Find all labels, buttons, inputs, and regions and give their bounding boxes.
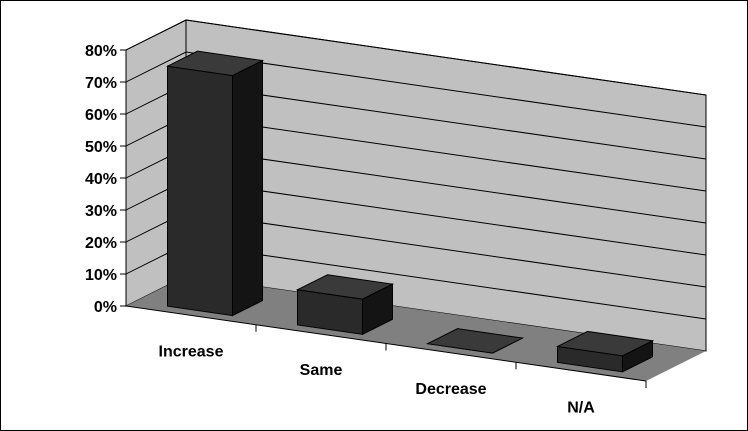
y-tick-label: 80% (85, 43, 117, 60)
y-tick-label: 50% (85, 139, 117, 156)
axes (120, 49, 647, 388)
category-label: Decrease (415, 381, 486, 398)
category-label: N/A (567, 400, 595, 417)
bar (555, 330, 655, 373)
y-tick-label: 0% (94, 299, 117, 316)
y-tick-label: 30% (85, 203, 117, 220)
y-tick-label: 20% (85, 235, 117, 252)
bar-side (232, 59, 263, 317)
category-label: Same (300, 362, 343, 379)
bar (165, 50, 265, 317)
bar-top (555, 330, 655, 357)
category-label: Increase (159, 343, 224, 360)
y-tick-labels: 0% 10% 20% 30% 40% 50% 60% 70% 80% (85, 43, 117, 316)
y-tick-label: 70% (85, 75, 117, 92)
bar-top (295, 274, 395, 300)
y-tick-label: 10% (85, 267, 117, 284)
bars (165, 50, 655, 373)
category-labels: Increase Same Decrease N/A (159, 343, 596, 416)
gridline (125, 19, 707, 96)
gridline (125, 51, 707, 128)
bar (295, 274, 395, 336)
bar-top (425, 328, 525, 354)
y-tick-label: 60% (85, 107, 117, 124)
bar (425, 328, 525, 354)
bar-top (165, 50, 265, 77)
bar-front (167, 65, 233, 317)
y-tick-label: 40% (85, 171, 117, 188)
